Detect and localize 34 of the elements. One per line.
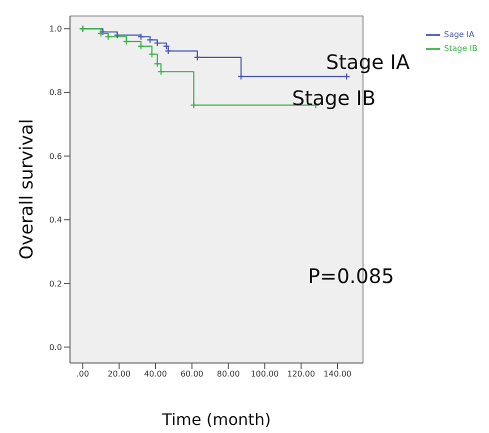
point: [194, 54, 201, 61]
point: [137, 33, 145, 40]
y-tick-label: 1.0: [49, 24, 62, 34]
x-tick-label: 100.00: [250, 370, 279, 379]
point: [157, 68, 165, 76]
legend-label: Stage IB: [444, 44, 478, 54]
point: [148, 50, 156, 58]
point: [154, 39, 161, 47]
y-tick-label: 0.4: [49, 216, 62, 225]
point: [122, 38, 130, 46]
x-axis-title: Time (month): [161, 410, 271, 429]
y-tick-label: 0.8: [49, 88, 62, 98]
point: [137, 42, 145, 50]
point: [154, 60, 161, 68]
annotation: Stage IA: [326, 50, 410, 74]
y-tick-label: 0.2: [49, 279, 62, 288]
x-tick-label: 120.00: [287, 370, 316, 379]
x-tick-label: 40.00: [144, 370, 167, 379]
legend-label: Sage IA: [444, 30, 474, 40]
x-tick-label: 60.00: [180, 370, 204, 379]
annotation: P=0.085: [308, 264, 394, 288]
x-tick-label: 80.00: [216, 370, 240, 379]
point: [146, 36, 154, 44]
point: [104, 33, 112, 40]
point: [237, 72, 245, 80]
x-tick-label: .00: [76, 370, 90, 379]
y-axis-title: Overall survival: [16, 118, 38, 260]
x-tick-label: 140.00: [324, 370, 352, 379]
point: [114, 32, 121, 39]
y-tick-label: 0.6: [49, 152, 62, 161]
x-tick-label: 20.00: [108, 370, 131, 379]
y-tick-label: 0.0: [49, 342, 62, 352]
annotation: Stage IB: [292, 86, 376, 110]
point: [190, 102, 198, 109]
